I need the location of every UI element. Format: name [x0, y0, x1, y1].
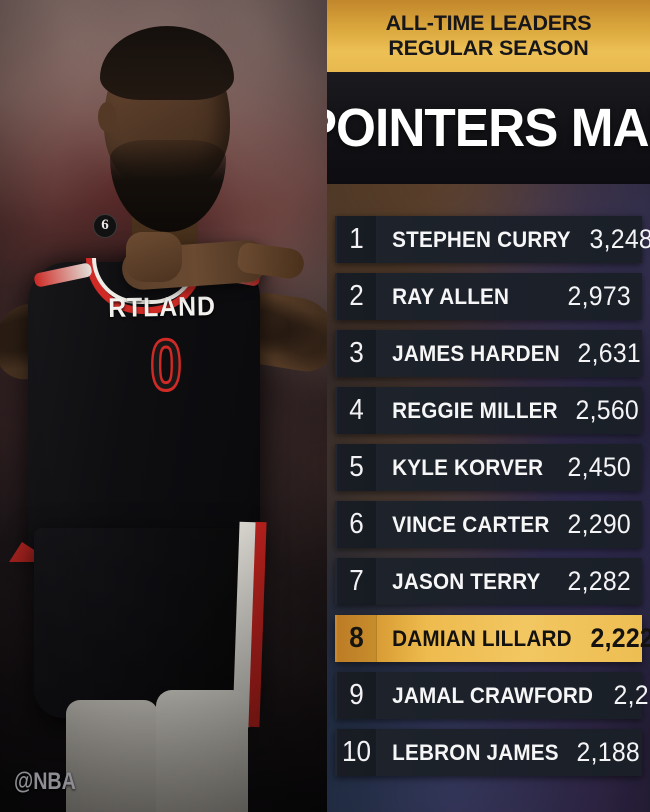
row-rank: 7	[337, 558, 377, 605]
leaderboard-row: 4 REGGIE MILLER 2,560	[335, 387, 642, 434]
row-player-name: JAMES HARDEN	[392, 340, 560, 366]
page-title: 3-POINTERS MADE	[327, 98, 650, 158]
row-player-name: KYLE KORVER	[392, 454, 544, 480]
beard	[110, 140, 226, 232]
row-rank: 10	[337, 729, 377, 776]
leaderboard-row: 10 LEBRON JAMES 2,188	[335, 729, 642, 776]
title-band: 3-POINTERS MADE	[327, 72, 650, 184]
row-rank: 4	[337, 387, 377, 434]
row-value: 2,560	[575, 395, 640, 425]
leg-left	[66, 700, 158, 812]
row-value: 2,221	[613, 680, 650, 710]
row-player-name: JAMAL CRAWFORD	[392, 682, 594, 708]
row-value: 3,248	[589, 224, 650, 254]
gold-header-band: ALL-TIME LEADERS REGULAR SEASON	[327, 0, 650, 72]
fist	[126, 232, 182, 282]
row-rank: 3	[337, 330, 377, 377]
row-rank: 2	[337, 273, 377, 320]
jersey-number: 0	[149, 326, 183, 406]
leaderboard-panel: ALL-TIME LEADERS REGULAR SEASON 3-POINTE…	[327, 0, 650, 812]
row-rank: 6	[337, 501, 377, 548]
row-value: 2,282	[567, 566, 631, 596]
row-player-name: STEPHEN CURRY	[392, 226, 571, 252]
leaderboard-row: 5 KYLE KORVER 2,450	[335, 444, 642, 491]
leg-right	[156, 690, 248, 812]
row-value: 2,631	[577, 338, 642, 368]
row-player-name: DAMIAN LILLARD	[392, 625, 572, 651]
row-value: 2,222	[590, 623, 650, 653]
ear	[98, 102, 116, 132]
row-rank: 1	[337, 216, 377, 263]
row-rank: 9	[337, 672, 377, 719]
nba-watermark: @NBA	[14, 768, 76, 795]
row-player-name: RAY ALLEN	[392, 283, 510, 309]
row-player-name: VINCE CARTER	[392, 511, 550, 537]
row-player-name: LEBRON JAMES	[392, 739, 559, 765]
leaderboard-row: 2 RAY ALLEN 2,973	[335, 273, 642, 320]
row-rank: 8	[337, 615, 377, 662]
row-rank: 5	[337, 444, 377, 491]
row-player-name: REGGIE MILLER	[392, 397, 558, 423]
row-player-name: JASON TERRY	[392, 568, 541, 594]
row-value: 2,188	[576, 737, 641, 767]
header-line-1: ALL-TIME LEADERS	[385, 11, 592, 35]
leaderboard-row: 7 JASON TERRY 2,282	[335, 558, 642, 605]
leaderboard-row: 8 DAMIAN LILLARD 2,222	[335, 615, 650, 662]
leaderboard-row: 6 VINCE CARTER 2,290	[335, 501, 642, 548]
leaderboard-list: 1 STEPHEN CURRY 3,248 2 RAY ALLEN 2,973 3 JAMES…	[327, 216, 650, 786]
player-figure: RTLAND 0 6	[0, 26, 327, 812]
row-value: 2,290	[567, 509, 631, 539]
leaderboard-row: 3 JAMES HARDEN 2,631	[335, 330, 642, 377]
player-photo: RTLAND 0 6 @NBA	[0, 0, 327, 812]
leaderboard-row: 1 STEPHEN CURRY 3,248	[335, 216, 650, 263]
header-line-2: REGULAR SEASON	[388, 36, 589, 60]
row-value: 2,973	[567, 281, 631, 311]
shorts	[34, 528, 256, 718]
jersey-patch-6: 6	[93, 214, 117, 238]
leaderboard-row: 9 JAMAL CRAWFORD 2,221	[335, 672, 650, 719]
hair	[100, 26, 234, 100]
jersey-team-text: RTLAND	[107, 290, 217, 324]
row-value: 2,450	[567, 452, 631, 482]
